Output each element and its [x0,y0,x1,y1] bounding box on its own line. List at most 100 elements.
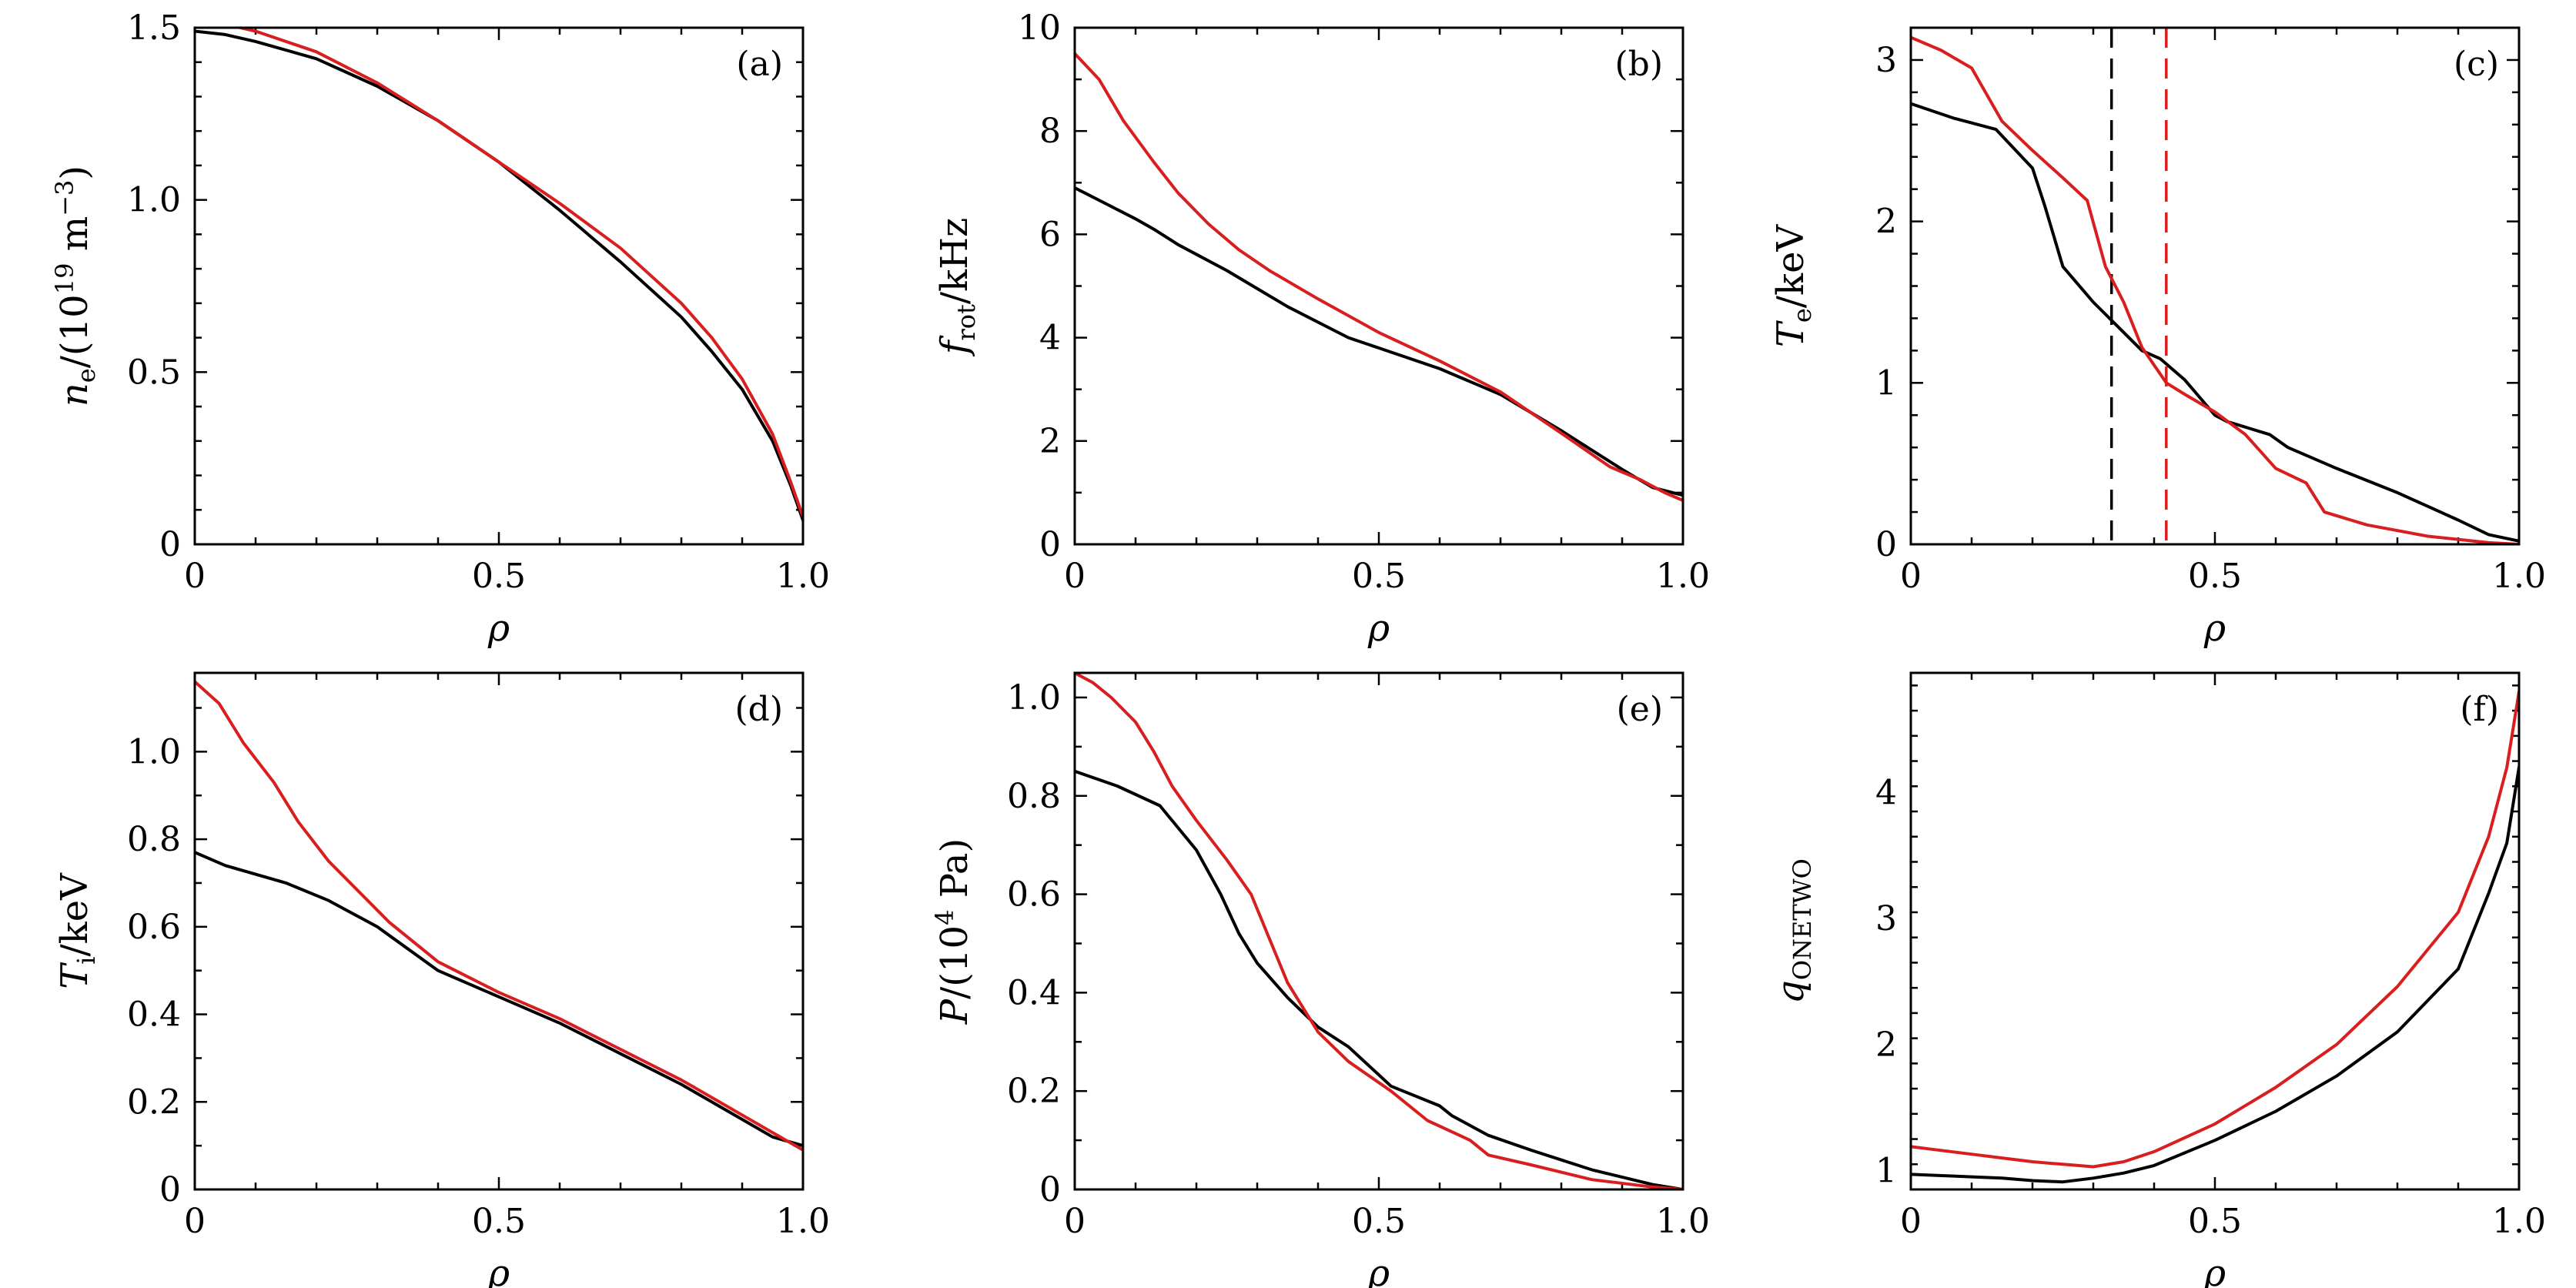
panel-d: 0 0.5 1.0 0 0.2 0.4 0.6 0.8 1.0 ρ Ti/keV (d) [53,671,830,1288]
y-tick-label: 0.6 [1007,875,1061,915]
y-tick-label: 1.0 [127,732,181,771]
y-axis-label-symbol: n [53,383,96,406]
series-line-red [1911,35,2519,544]
y-axis-label-unit: /(10 [933,925,976,999]
y-axis-label: qONETWO [1769,858,1817,1004]
x-tick-label: 0.5 [2188,557,2242,596]
y-tick-label: 3 [1875,899,1897,938]
y-tick-label: 2 [1875,202,1897,242]
y-axis-label: P/(104 Pa) [930,838,976,1025]
y-axis-label-close: ) [53,166,96,180]
panel-a: 0 0.5 1.0 0 0.5 1.0 1.5 ρ ne/(1019 m−3) (a) [50,8,830,650]
x-axis-label: ρ [1367,607,1390,650]
y-axis-label-subscript: i [72,957,101,965]
x-tick-label: 1.0 [1656,1202,1710,1241]
plot-frame [1909,671,2521,1191]
x-tick-label: 1.0 [2492,557,2546,596]
y-axis-label-subscript: ONETWO [1788,858,1817,980]
y-tick-label: 6 [1039,215,1061,254]
x-tick-label: 0.5 [472,557,526,596]
panel-tag: (b) [1615,45,1664,84]
series-line-red [1075,52,1683,502]
x-tick-label: 0 [1900,1202,1922,1241]
x-axis-label: ρ [1367,1252,1390,1288]
plot-frame [1073,26,1684,546]
x-axis-label: ρ [487,607,510,650]
x-axis-label: ρ [2203,1252,2226,1288]
x-tick-label: 0 [184,557,206,596]
panel-c: 0 0.5 1.0 0 1 2 3 ρ Te/keV (c) [1769,26,2546,650]
x-tick-label: 0.5 [2188,1202,2242,1241]
series-line-black [195,29,803,522]
y-tick-label: 0.4 [127,995,181,1035]
x-tick-label: 0 [184,1202,206,1241]
y-axis-label-subscript: e [1788,308,1817,323]
panel-tag: (e) [1617,690,1663,729]
y-tick-label: 2 [1039,422,1061,461]
panel-f: 0 0.5 1.0 1 2 3 4 ρ qONETWO (f) [1769,671,2546,1288]
y-tick-label: 3 [1875,41,1897,80]
x-axis-label: ρ [2203,607,2226,650]
x-axis-label: ρ [487,1252,510,1288]
series-line-black [195,851,803,1148]
panel-tag: (a) [736,45,783,84]
y-axis-label-symbol: q [1769,980,1812,1004]
y-tick-label: 10 [1018,8,1061,48]
series-line-black [1075,186,1683,497]
panel-tag: (f) [2460,690,2499,729]
y-axis-label: frot/kHz [933,218,981,357]
x-tick-label: 0.5 [472,1202,526,1241]
series-line-red [195,680,803,1152]
y-tick-label: 0 [159,525,181,564]
y-tick-label: 0.5 [127,353,181,392]
y-tick-label: 0.8 [127,820,181,859]
y-tick-label: 0.8 [1007,777,1061,816]
y-axis-label-unit: /kHz [933,218,976,304]
series-line-red [1075,673,1683,1189]
series-line-black [1911,102,2519,543]
series-line-red [233,28,803,519]
y-axis-label-exponent: 4 [930,910,959,925]
y-axis-label: Te/keV [1769,224,1817,348]
panel-b: 0 0.5 1.0 0 2 4 6 8 10 ρ frot/kHz (b) [933,8,1710,650]
y-tick-label: 0.6 [127,908,181,947]
y-tick-label: 1 [1875,1151,1897,1190]
y-axis-label-unit: /keV [1769,224,1812,309]
x-tick-label: 1.0 [1656,557,1710,596]
plot-frame [1073,671,1684,1191]
y-tick-label: 0.4 [1007,973,1061,1012]
y-tick-label: 0.2 [127,1082,181,1122]
x-tick-label: 0 [1900,557,1922,596]
x-tick-label: 1.0 [776,1202,830,1241]
series-line-black [1911,765,2519,1184]
plot-frame [1909,26,2521,546]
panel-tag: (d) [735,690,784,729]
y-tick-label: 0 [1039,525,1061,564]
y-tick-label: 1 [1875,363,1897,403]
y-tick-label: 0 [159,1170,181,1209]
x-tick-label: 0 [1064,1202,1086,1241]
x-tick-label: 0.5 [1352,1202,1406,1241]
y-tick-label: 0 [1039,1170,1061,1209]
y-tick-label: 1.0 [127,181,181,220]
y-axis-label-unit: /keV [53,872,96,957]
x-tick-label: 1.0 [776,557,830,596]
x-tick-label: 0.5 [1352,557,1406,596]
y-axis-label: ne/(1019 m−3) [50,166,101,406]
y-axis-label-subscript: e [72,368,101,383]
y-axis-label-symbol: T [1769,320,1812,347]
y-tick-label: 4 [1039,319,1061,358]
y-tick-label: 1.5 [127,8,181,48]
y-tick-label: 0.2 [1007,1072,1061,1111]
y-tick-label: 1.0 [1007,678,1061,718]
y-tick-label: 8 [1039,112,1061,151]
y-axis-label-subscript: rot [952,304,981,341]
y-axis-label-exponent: 19 [50,263,79,295]
plot-frame [193,26,805,546]
y-axis-label-symbol: T [53,962,96,989]
y-axis-label-unit-end: Pa) [933,838,976,910]
plot-frame [193,671,805,1191]
y-axis-label-unit: /(10 [53,294,96,368]
